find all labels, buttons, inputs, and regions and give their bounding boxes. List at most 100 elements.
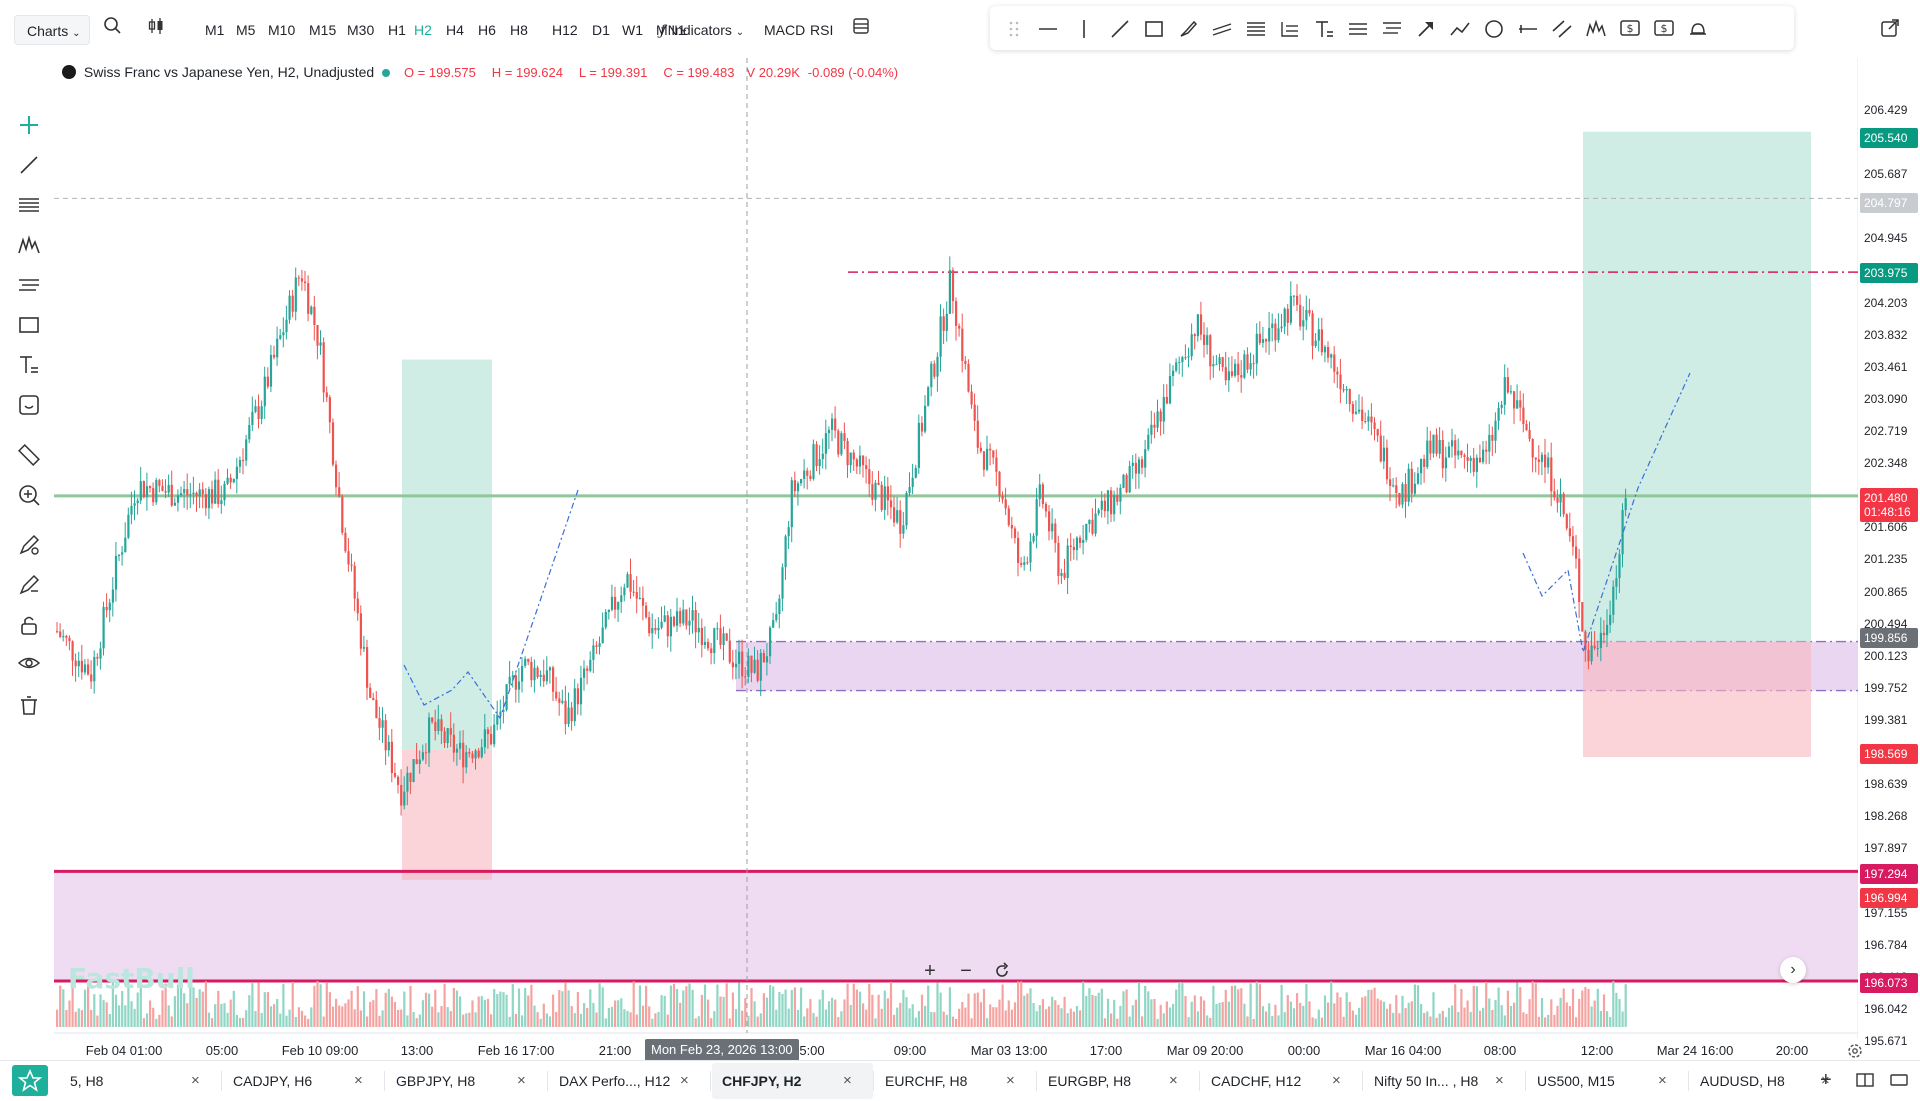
tab-5-h8[interactable]: 5, H8 (70, 1073, 104, 1089)
pattern-icon[interactable] (1584, 17, 1608, 41)
scroll-right-button[interactable]: › (1780, 957, 1806, 983)
tab-cadchf-h12[interactable]: CADCHF, H12 (1211, 1073, 1302, 1089)
gann-tool-icon[interactable] (16, 272, 42, 298)
vertical-line-icon[interactable] (1072, 17, 1096, 41)
horizontal-line-icon[interactable] (1036, 17, 1060, 41)
long-position-icon[interactable]: $ (1618, 17, 1642, 41)
circle-icon[interactable] (1482, 17, 1506, 41)
single-layout-icon[interactable] (1890, 1072, 1908, 1088)
macd-button[interactable]: MACD (764, 22, 806, 38)
short-position-icon[interactable]: $ (1652, 17, 1676, 41)
favorites-button[interactable] (12, 1065, 48, 1096)
candle-body (192, 492, 195, 495)
shape-tool-icon[interactable] (16, 312, 42, 338)
timeframe-m5[interactable]: M5 (236, 22, 256, 38)
trend-line-icon[interactable] (1108, 17, 1132, 41)
trash-icon[interactable] (16, 692, 42, 718)
tab-dax-perfo-h12[interactable]: DAX Perfo..., H12 (559, 1073, 671, 1089)
candle-body (1494, 420, 1497, 441)
tab-audusd-h8[interactable]: AUDUSD, H8 (1700, 1073, 1785, 1089)
close-tab-icon[interactable]: × (843, 1072, 852, 1089)
price-axis[interactable]: 206.429206.058205.687205.316204.945204.5… (1858, 58, 1920, 1048)
layout-icon[interactable] (852, 17, 870, 43)
stay-in-draw-icon[interactable] (16, 572, 42, 598)
gann-icon[interactable] (1346, 17, 1370, 41)
alert-icon[interactable] (1686, 17, 1710, 41)
close-tab-icon[interactable]: × (1332, 1072, 1341, 1089)
candle-body (130, 505, 133, 515)
pitchfork-icon[interactable] (1278, 17, 1302, 41)
close-tab-icon[interactable]: × (1495, 1072, 1504, 1089)
price-chart[interactable] (54, 58, 1858, 1038)
drag-handle-icon[interactable] (1002, 17, 1026, 41)
timeframe-h4[interactable]: H4 (446, 22, 464, 38)
charts-dropdown[interactable]: Charts ⌄ (14, 15, 90, 45)
split-layout-icon[interactable] (1856, 1072, 1874, 1088)
close-tab-icon[interactable]: × (1821, 1072, 1830, 1089)
channel-icon[interactable] (1210, 17, 1234, 41)
candle-body (688, 620, 691, 626)
timeframe-h8[interactable]: H8 (510, 22, 528, 38)
timeframe-m10[interactable]: M10 (268, 22, 296, 38)
tab-eurchf-h8[interactable]: EURCHF, H8 (885, 1073, 968, 1089)
timeframe-h1[interactable]: H1 (388, 22, 406, 38)
search-icon[interactable] (103, 16, 123, 42)
timeframe-m1[interactable]: M1 (205, 22, 225, 38)
close-tab-icon[interactable]: × (680, 1072, 689, 1089)
close-tab-icon[interactable]: × (517, 1072, 526, 1089)
volume-bar (1376, 998, 1379, 1027)
line-tool-icon[interactable] (16, 152, 42, 178)
timeframe-m15[interactable]: M15 (309, 22, 337, 38)
tab-nifty-50-in-h8[interactable]: Nifty 50 In... , H8 (1374, 1073, 1479, 1089)
reset-view-icon[interactable] (992, 961, 1012, 981)
rsi-button[interactable]: RSI (810, 22, 834, 38)
tab-cadjpy-h6[interactable]: CADJPY, H6 (233, 1073, 313, 1089)
text-annotation-icon[interactable] (16, 352, 42, 378)
tab-us500-m15[interactable]: US500, M15 (1537, 1073, 1615, 1089)
close-tab-icon[interactable]: × (191, 1072, 200, 1089)
timeframe-w1[interactable]: W1 (622, 22, 643, 38)
text-tool-icon[interactable] (1312, 17, 1336, 41)
fib-retracement-icon[interactable] (1244, 17, 1268, 41)
zoom-in-button[interactable]: + (924, 960, 936, 982)
external-link-icon[interactable] (1878, 16, 1902, 40)
pattern-tool-icon[interactable] (16, 232, 42, 258)
fib-extension-icon[interactable] (1380, 17, 1404, 41)
lock-icon[interactable] (16, 612, 42, 638)
timeframe-h6[interactable]: H6 (478, 22, 496, 38)
settings-gear-icon[interactable] (1846, 1042, 1864, 1060)
indicators-button[interactable]: ƒ Indicators ⌄ (660, 17, 744, 43)
add-tab-button[interactable]: + (1820, 1069, 1832, 1091)
magnet-draw-icon[interactable] (16, 532, 42, 558)
candle-type-icon[interactable] (146, 16, 166, 42)
tab-gbpjpy-h8[interactable]: GBPJPY, H8 (396, 1073, 476, 1089)
candle-body (1351, 404, 1354, 414)
volume-bar (1593, 1000, 1596, 1027)
timeframe-h12[interactable]: H12 (552, 22, 578, 38)
arrow-icon[interactable] (1414, 17, 1438, 41)
close-tab-icon[interactable]: × (1169, 1072, 1178, 1089)
timeframe-h2[interactable]: H2 (414, 22, 432, 38)
brush-icon[interactable] (1176, 17, 1200, 41)
timeframe-d1[interactable]: D1 (592, 22, 610, 38)
symbol-title[interactable]: Swiss Franc vs Japanese Yen, H2, Unadjus… (83, 64, 375, 80)
zoom-out-button[interactable]: − (960, 960, 972, 982)
eye-icon[interactable] (16, 650, 42, 676)
fib-tool-icon[interactable] (16, 192, 42, 218)
parallel-lines-icon[interactable] (1550, 17, 1574, 41)
close-tab-icon[interactable]: × (1658, 1072, 1667, 1089)
zoom-in-icon[interactable] (16, 482, 42, 508)
emoji-icon[interactable] (16, 392, 42, 418)
rectangle-icon[interactable] (1142, 17, 1166, 41)
tab-eurgbp-h8[interactable]: EURGBP, H8 (1048, 1073, 1131, 1089)
ruler-icon[interactable] (16, 442, 42, 468)
close-tab-icon[interactable]: × (354, 1072, 363, 1089)
timeframe-mn1[interactable]: MN1 (656, 22, 686, 38)
tab-chfjpy-h2[interactable]: CHFJPY, H2 (722, 1073, 802, 1089)
close-tab-icon[interactable]: × (1006, 1072, 1015, 1089)
crosshair-plus-icon[interactable] (16, 112, 42, 138)
more-timeframes-chevron-icon[interactable]: ⌄ (680, 24, 689, 35)
ray-icon[interactable] (1516, 17, 1540, 41)
polyline-icon[interactable] (1448, 17, 1472, 41)
timeframe-m30[interactable]: M30 (347, 22, 375, 38)
